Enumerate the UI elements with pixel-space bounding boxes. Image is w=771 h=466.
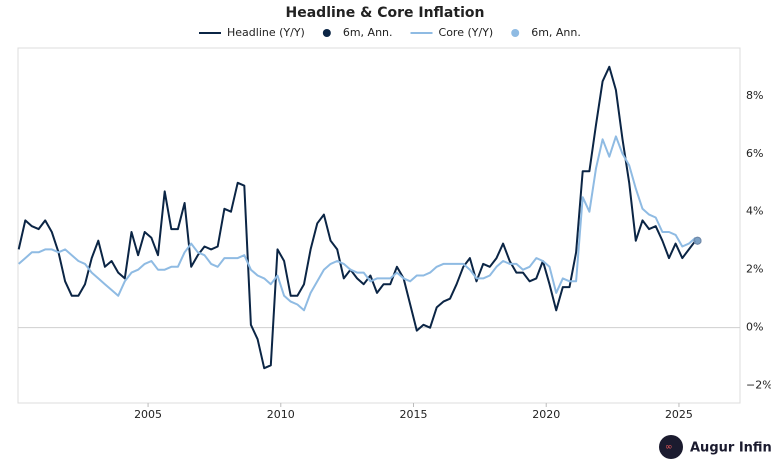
x-tick-label: 2015: [400, 408, 428, 421]
y-tick-label: 2%: [746, 263, 763, 276]
series-dot: [693, 236, 702, 245]
legend-label: 6m, Ann.: [343, 26, 393, 39]
legend-item: 6m, Ann.: [511, 26, 581, 39]
logo-glyph: ∞: [665, 443, 673, 453]
y-tick-label: 4%: [746, 205, 763, 218]
x-tick-label: 2025: [665, 408, 693, 421]
series-line: [17, 65, 697, 370]
legend-item: Core (Y/Y): [410, 26, 494, 39]
legend: Headline (Y/Y) 6m, Ann. Core (Y/Y) 6m, Ann.: [199, 26, 581, 39]
chart-title: Headline & Core Inflation: [286, 5, 485, 21]
legend-swatch: [511, 29, 520, 37]
brand-logo: ∞ Augur Infinity: [659, 435, 771, 459]
logo-icon: [659, 435, 683, 459]
y-tick-label: 8%: [746, 89, 763, 102]
legend-label: Core (Y/Y): [439, 26, 494, 39]
y-tick-label: 6%: [746, 147, 763, 160]
y-tick-label: 0%: [746, 321, 763, 334]
brand-name: Augur Infinity: [690, 441, 771, 456]
x-tick-label: 2010: [267, 408, 295, 421]
legend-item: 6m, Ann.: [322, 26, 393, 39]
series-line: [18, 135, 697, 312]
x-tick-label: 2005: [134, 408, 162, 421]
plot-frame: [17, 47, 741, 404]
legend-swatch: [322, 29, 331, 37]
legend-label: Headline (Y/Y): [227, 26, 305, 39]
y-tick-label: −2%: [746, 379, 771, 392]
legend-item: Headline (Y/Y): [199, 26, 305, 39]
x-tick-label: 2020: [532, 408, 560, 421]
legend-label: 6m, Ann.: [531, 26, 581, 39]
